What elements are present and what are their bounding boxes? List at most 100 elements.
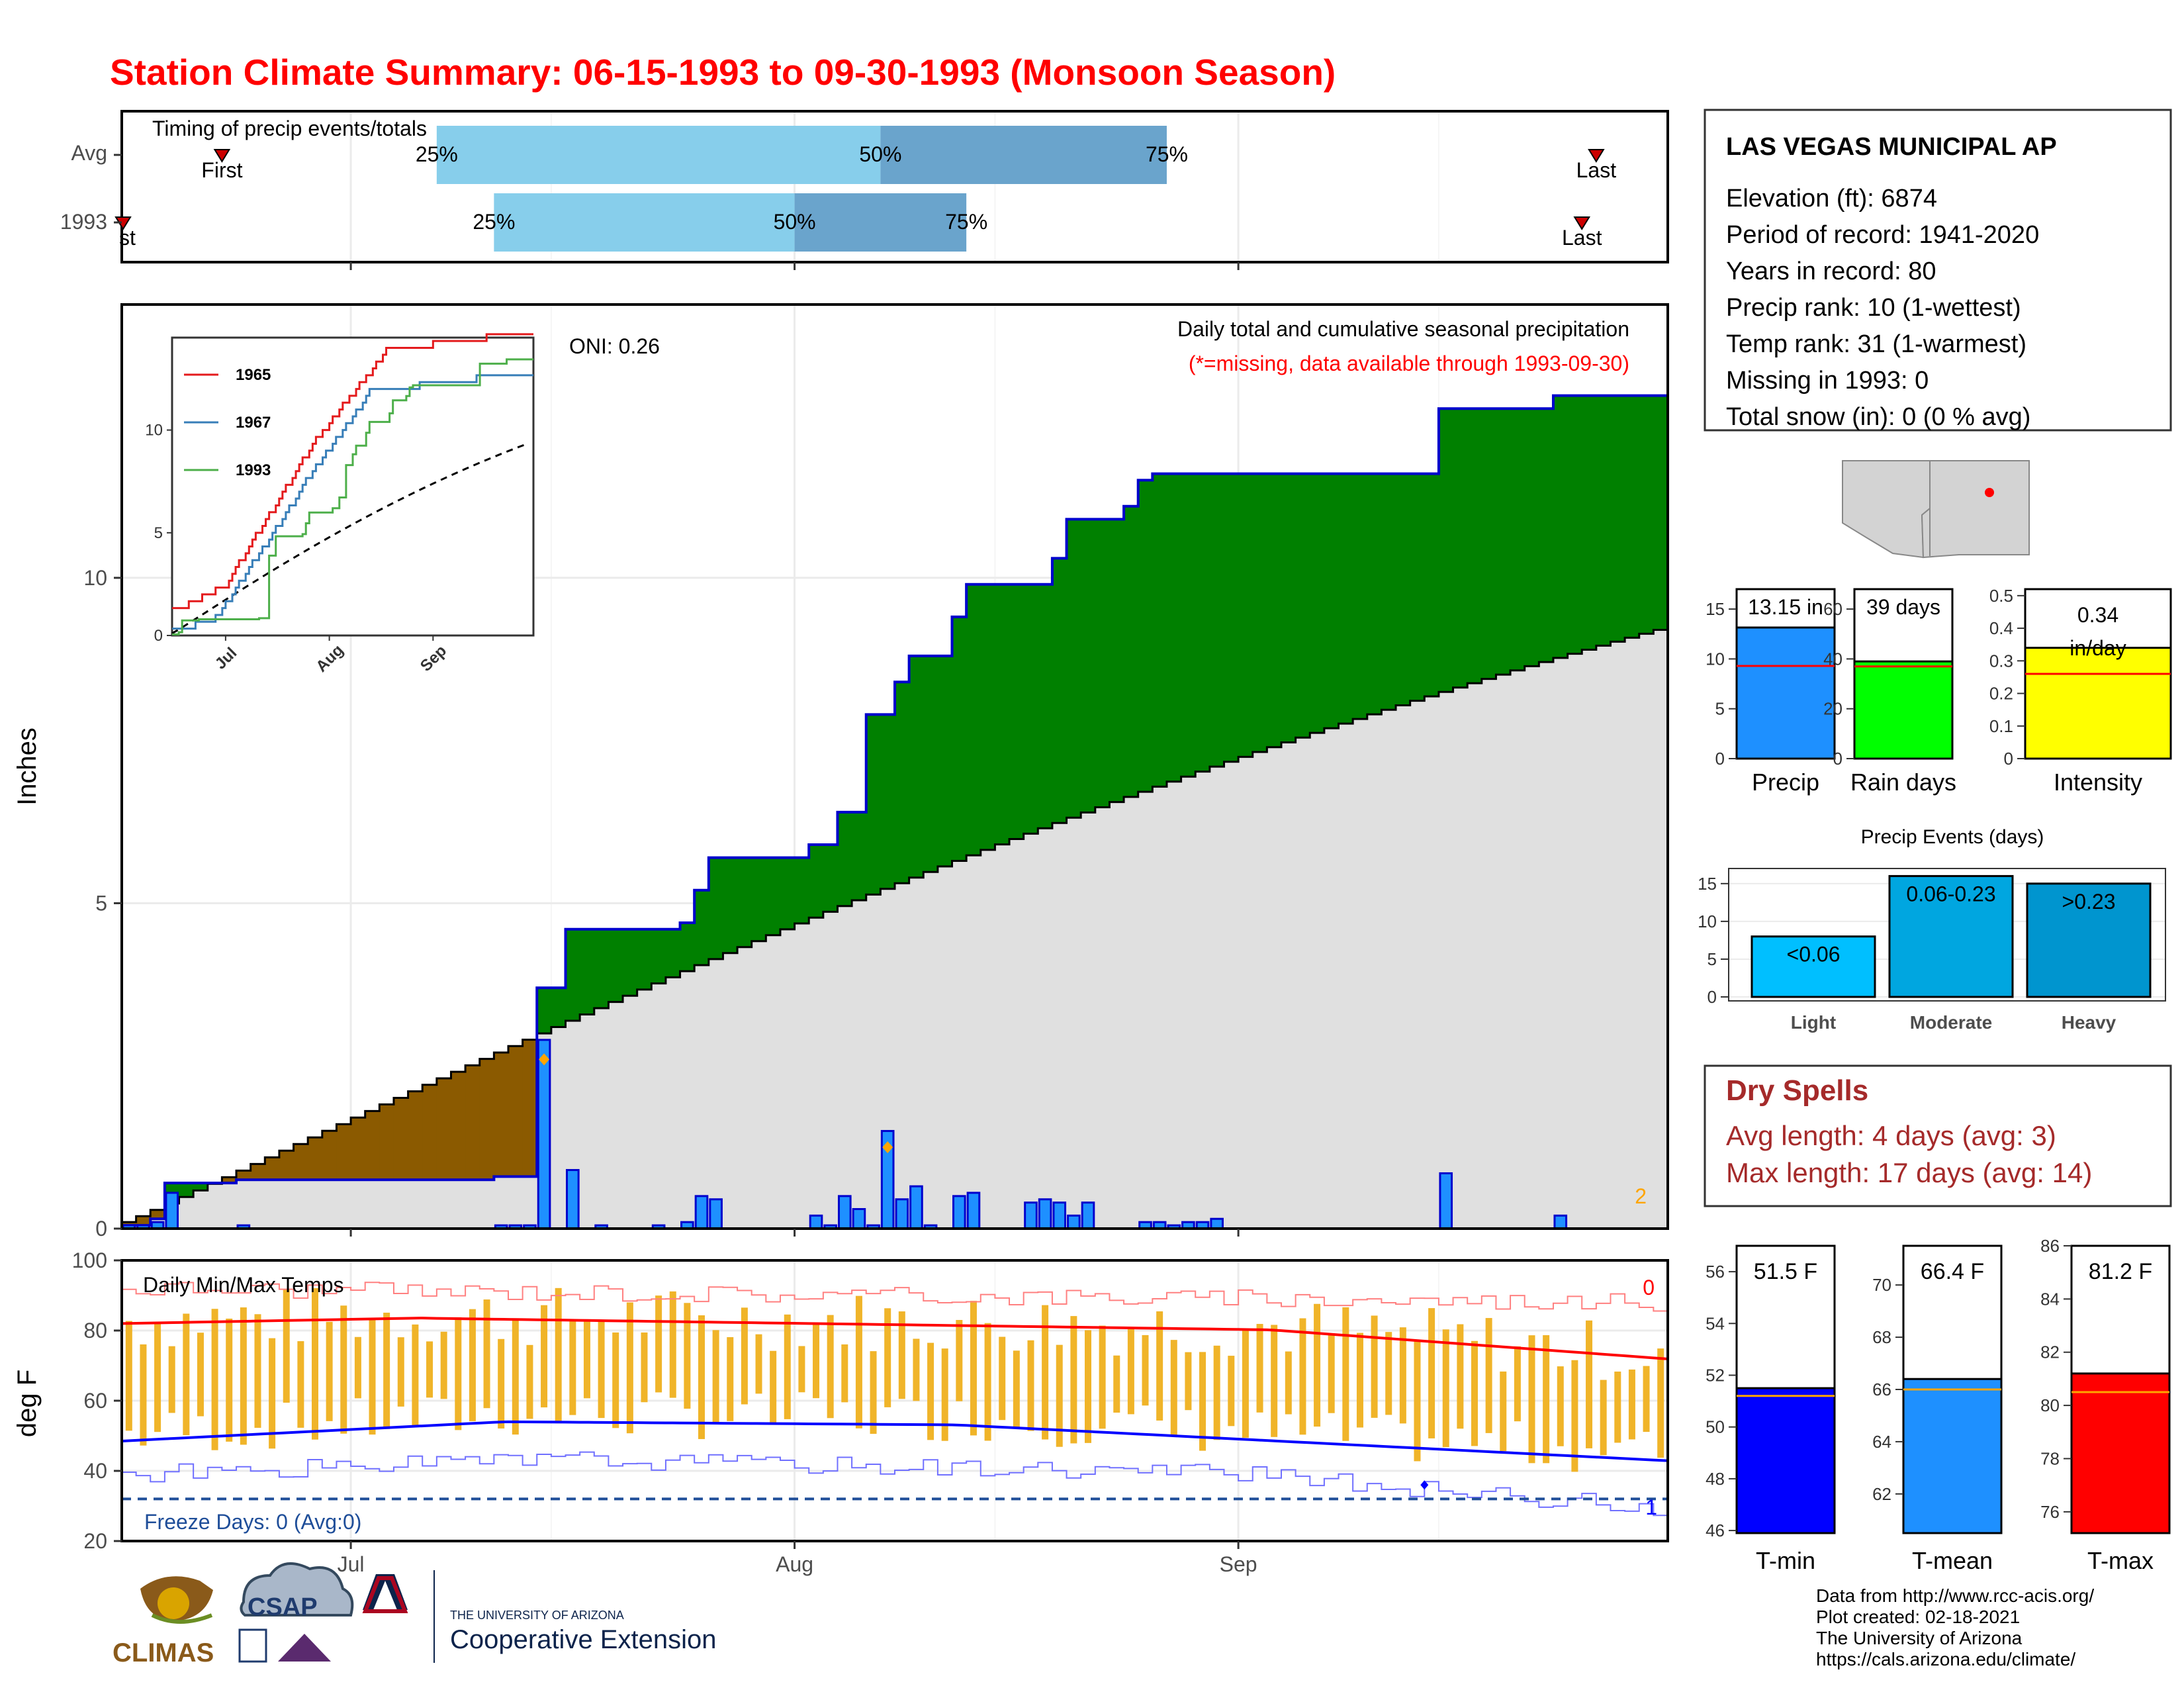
avg-cum-area (623, 996, 638, 1229)
temp-bar-name: T-mean (1912, 1547, 1993, 1574)
below-avg-area (136, 1216, 152, 1226)
above-avg-area (1539, 408, 1554, 663)
temp-corner-bottom: 1 (1645, 1495, 1657, 1519)
below-avg-area (122, 1222, 137, 1226)
daily-temp-range-bar (1242, 1330, 1249, 1438)
y-tick-label: 76 (2040, 1502, 2060, 1522)
above-avg-area (651, 929, 666, 984)
timing-bar-25-50 (436, 126, 881, 184)
y-tick-label: 0 (2004, 749, 2013, 769)
avg-max-line (122, 1317, 1668, 1360)
above-avg-area (1353, 473, 1368, 720)
avg-cum-area (379, 1180, 394, 1229)
daily-temp-range-bar (898, 1311, 905, 1399)
first-event-label: First (201, 158, 242, 182)
event-bar-label: >0.23 (2062, 890, 2116, 914)
daily-temp-range-bar (1614, 1371, 1621, 1443)
above-avg-area (1009, 584, 1024, 839)
daily-temp-range-bar (1142, 1335, 1149, 1406)
avg-cum-area (608, 1002, 623, 1229)
above-avg-area (1367, 473, 1383, 715)
above-avg-area (923, 655, 938, 872)
temp-bar-name: T-max (2087, 1547, 2154, 1574)
avg-cum-area (751, 941, 767, 1229)
y-tick-label: 52 (1706, 1365, 1725, 1385)
daily-temp-range-bar (254, 1314, 261, 1428)
y-tick-label: 80 (2040, 1395, 2060, 1415)
daily-temp-range-bar (655, 1295, 662, 1393)
above-avg-area (708, 857, 724, 959)
daily-temp-range-bar (1600, 1380, 1607, 1456)
avg-cum-area (1539, 662, 1554, 1229)
above-avg-area (866, 714, 882, 895)
y-tick-label: 54 (1706, 1313, 1725, 1333)
timing-q50-label: 50% (774, 210, 816, 234)
inset-legend-label: 1993 (236, 461, 271, 479)
above-avg-area (1338, 473, 1353, 724)
below-avg-area (494, 1052, 509, 1177)
avg-cum-area (322, 1180, 338, 1229)
daily-temp-range-bar (326, 1321, 333, 1421)
below-avg-area (250, 1164, 266, 1180)
above-avg-area (1410, 473, 1426, 701)
max-marker (539, 1053, 550, 1066)
below-avg-area (351, 1117, 366, 1180)
avg-cum-area (1639, 633, 1655, 1229)
above-avg-area (723, 857, 738, 953)
inset-y-tick-label: 0 (154, 627, 163, 645)
precip-events-chart: Precip Events (days) 0 5 10 15 <0.06 Light 0.0… (1698, 826, 2166, 1033)
daily-precip-bar (1152, 1221, 1167, 1229)
avg-cum-area (680, 971, 695, 1229)
avg-cum-area (866, 894, 882, 1229)
y-tick-label: 56 (1706, 1262, 1725, 1282)
avg-cum-area (1095, 807, 1111, 1229)
avg-cum-area (1496, 675, 1511, 1229)
daily-temp-range-bar (1271, 1325, 1278, 1437)
daily-temp-range-bar (1586, 1320, 1593, 1448)
daily-temp-range-bar (1314, 1303, 1321, 1427)
daily-temp-range-bar (1643, 1366, 1650, 1432)
daily-precip-bar (837, 1195, 852, 1229)
daily-temp-range-bar (1471, 1340, 1478, 1446)
temp-bar (2070, 1372, 2171, 1534)
timing-panel-label: Timing of precip events/totals (152, 117, 427, 140)
timing-bar-50-75 (794, 193, 967, 252)
daily-precip-bar (1052, 1201, 1067, 1229)
y-tick-label: 5 (1715, 699, 1725, 719)
below-avg-area (465, 1065, 480, 1180)
avg-cum-area (1367, 714, 1383, 1229)
above-avg-area (1138, 480, 1154, 792)
oni-label: ONI: 0.26 (569, 334, 660, 358)
climas-logo: CLIMAS (113, 1576, 214, 1667)
y-tick-label: 10 (1698, 912, 1717, 931)
precip-ylabel: Inches (13, 727, 42, 806)
y-tick-label: 46 (1706, 1521, 1725, 1540)
daily-temp-range-bar (1199, 1352, 1206, 1451)
y-tick-label: 20 (83, 1529, 107, 1553)
avg-cum-area (1338, 724, 1353, 1229)
avg-cum-area (1424, 696, 1439, 1229)
avg-cum-area (766, 935, 781, 1229)
daily-precip-bar (909, 1185, 923, 1229)
daily-temp-range-bar (483, 1299, 490, 1409)
avg-cum-area (1009, 839, 1024, 1229)
event-category-label: Light (1791, 1012, 1836, 1033)
daily-temp-range-bar (1099, 1325, 1106, 1429)
above-avg-area (809, 844, 824, 918)
avg-cum-area (1410, 700, 1426, 1229)
summary-bar-name: Rain days (1850, 769, 1956, 796)
above-avg-area (1252, 473, 1268, 753)
y-tick-label: 84 (2040, 1289, 2060, 1309)
avg-cum-area (479, 1180, 495, 1229)
timing-q75-label: 75% (1146, 142, 1188, 166)
station-location-marker (1985, 488, 1994, 497)
above-avg-area (1567, 395, 1583, 654)
avg-cum-area (651, 983, 666, 1229)
daily-temp-range-bar (727, 1336, 734, 1421)
daily-temp-range-bar (1127, 1327, 1134, 1415)
daily-temp-range-bar (541, 1305, 548, 1408)
daily-temp-range-bar (1070, 1316, 1077, 1444)
station-info-line: Total snow (in): 0 (0 % avg) (1726, 403, 2030, 431)
avg-cum-area (852, 900, 867, 1229)
timing-q50-label: 50% (859, 142, 901, 166)
